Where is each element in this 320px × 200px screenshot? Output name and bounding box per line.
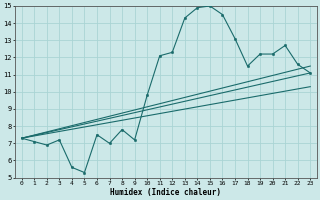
X-axis label: Humidex (Indice chaleur): Humidex (Indice chaleur): [110, 188, 221, 197]
